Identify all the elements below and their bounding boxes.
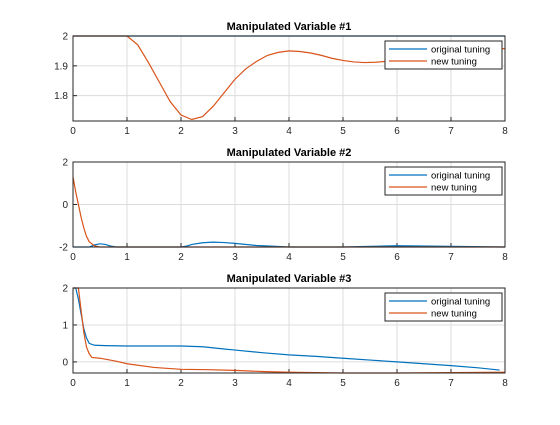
x-tick-label: 3 [232, 252, 238, 263]
y-tick-label: 0 [62, 200, 68, 211]
x-tick-label: 6 [394, 126, 400, 137]
x-tick-label: 7 [448, 126, 454, 137]
x-tick-label: 2 [178, 126, 184, 137]
legend-box [384, 166, 503, 196]
x-tick-label: 6 [394, 378, 400, 389]
chart-title: Manipulated Variable #3 [227, 273, 352, 285]
axes-box [72, 161, 506, 248]
x-tick-label: 6 [394, 252, 400, 263]
legend-label: original tuning [431, 171, 490, 182]
x-tick-label: 0 [70, 126, 76, 137]
y-tick-label: 2 [62, 158, 68, 169]
legend-label: new tuning [431, 309, 477, 320]
x-tick-label: 1 [124, 126, 130, 137]
y-tick-label: 1 [62, 320, 68, 331]
y-tick-label: 0 [62, 357, 68, 368]
x-tick-label: 1 [124, 378, 130, 389]
legend-label: original tuning [431, 297, 490, 308]
x-tick-label: 2 [178, 252, 184, 263]
legend-label: new tuning [431, 183, 477, 194]
x-tick-label: 8 [502, 252, 508, 263]
x-tick-label: 1 [124, 252, 130, 263]
y-tick-label: 1.9 [54, 61, 68, 72]
x-tick-label: 5 [340, 252, 346, 263]
axes-box [72, 35, 506, 122]
axes-box [72, 287, 506, 374]
chart-panel-3: 0 1 2 3 4 5 6 7 8 0 1 2 Manipulated Variable #3 origi… [62, 273, 508, 389]
y-tick-label: -2 [59, 243, 68, 254]
y-tick-label: 2 [62, 284, 68, 295]
chart-title: Manipulated Variable #1 [227, 21, 352, 33]
x-tick-label: 7 [448, 378, 454, 389]
x-tick-label: 0 [70, 252, 76, 263]
x-tick-label: 8 [502, 126, 508, 137]
legend-box [384, 40, 503, 70]
chart-panel-1: 0 1 2 3 4 5 6 7 8 1.8 1.9 2 Manipulated Variable #1 o… [54, 21, 508, 137]
x-tick-label: 4 [286, 378, 292, 389]
y-tick-label: 2 [62, 32, 68, 43]
x-tick-label: 4 [286, 126, 292, 137]
x-tick-label: 4 [286, 252, 292, 263]
legend-label: original tuning [431, 45, 490, 56]
x-tick-label: 5 [340, 378, 346, 389]
x-tick-label: 7 [448, 252, 454, 263]
chart-title: Manipulated Variable #2 [227, 147, 352, 159]
x-tick-label: 2 [178, 378, 184, 389]
y-tick-label: 1.8 [54, 91, 68, 102]
legend-box [384, 292, 503, 322]
x-tick-label: 3 [232, 378, 238, 389]
x-tick-label: 5 [340, 126, 346, 137]
x-tick-label: 0 [70, 378, 76, 389]
x-tick-label: 3 [232, 126, 238, 137]
legend-label: new tuning [431, 57, 477, 68]
x-tick-label: 8 [502, 378, 508, 389]
